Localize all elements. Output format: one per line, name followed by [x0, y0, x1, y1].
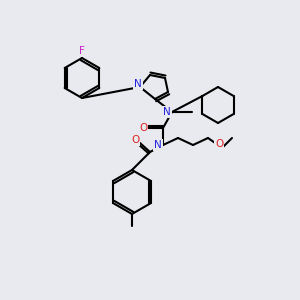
Text: O: O: [215, 139, 223, 149]
Text: O: O: [139, 123, 147, 133]
Text: N: N: [154, 140, 162, 150]
Text: N: N: [134, 79, 142, 89]
Text: O: O: [131, 135, 139, 145]
Text: F: F: [79, 46, 85, 56]
Text: N: N: [163, 107, 171, 117]
